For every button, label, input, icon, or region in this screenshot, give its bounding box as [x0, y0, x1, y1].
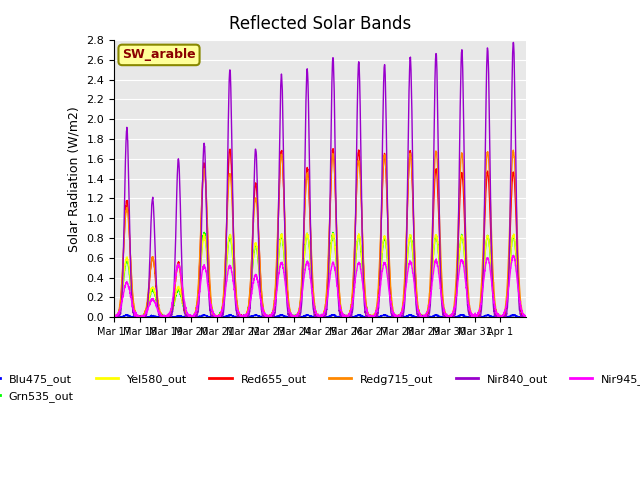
Nir840_out	[110, 314, 118, 320]
Grn535_out	[152, 293, 159, 299]
Grn535_out	[241, 314, 248, 320]
Line: Grn535_out: Grn535_out	[114, 232, 526, 317]
Nir840_out	[241, 314, 248, 320]
Yel580_out	[467, 310, 474, 316]
Nir945_out	[516, 303, 524, 309]
Yel580_out	[344, 312, 352, 318]
Redg715_out	[110, 313, 118, 319]
Grn535_out	[344, 313, 352, 319]
Yel580_out	[444, 314, 451, 320]
Grn535_out	[467, 310, 474, 316]
Nir945_out	[467, 308, 474, 313]
Redg715_out	[241, 314, 248, 320]
Line: Redg715_out: Redg715_out	[114, 150, 526, 317]
Red655_out	[344, 314, 351, 320]
Red655_out	[516, 302, 524, 308]
Red655_out	[467, 312, 474, 317]
Yel580_out	[303, 230, 310, 236]
Nir945_out	[344, 314, 351, 320]
Nir840_out	[110, 313, 118, 319]
Blu475_out	[227, 312, 235, 317]
Nir840_out	[467, 314, 474, 320]
Blu475_out	[467, 314, 474, 320]
Yel580_out	[516, 303, 524, 309]
Blu475_out	[110, 314, 118, 320]
Line: Blu475_out: Blu475_out	[114, 314, 526, 317]
Nir840_out	[516, 311, 524, 317]
Nir945_out	[444, 314, 451, 320]
Blu475_out	[241, 314, 248, 320]
Redg715_out	[111, 314, 118, 320]
Redg715_out	[516, 298, 524, 303]
Y-axis label: Solar Radiation (W/m2): Solar Radiation (W/m2)	[68, 106, 81, 252]
Redg715_out	[152, 272, 159, 277]
Nir840_out	[344, 314, 351, 320]
Red655_out	[522, 313, 530, 319]
Yel580_out	[522, 313, 530, 319]
Red655_out	[240, 314, 248, 320]
Nir945_out	[152, 300, 159, 305]
Nir840_out	[522, 313, 530, 319]
Blu475_out	[344, 314, 352, 320]
Line: Nir945_out: Nir945_out	[114, 255, 526, 317]
Grn535_out	[110, 312, 118, 318]
Line: Yel580_out: Yel580_out	[114, 233, 526, 317]
Nir945_out	[111, 314, 118, 320]
Grn535_out	[516, 304, 524, 310]
Red655_out	[151, 272, 159, 277]
Redg715_out	[522, 314, 530, 320]
Nir945_out	[522, 313, 530, 319]
Line: Nir840_out: Nir840_out	[114, 42, 526, 317]
Nir840_out	[152, 252, 159, 258]
Blu475_out	[522, 314, 530, 320]
Title: Reflected Solar Bands: Reflected Solar Bands	[229, 15, 411, 33]
Legend: Blu475_out, Grn535_out, Yel580_out, Red655_out, Redg715_out, Nir840_out, Nir945_: Blu475_out, Grn535_out, Yel580_out, Red6…	[0, 370, 640, 406]
Redg715_out	[509, 147, 517, 153]
Nir840_out	[509, 39, 517, 45]
Yel580_out	[110, 314, 118, 320]
Grn535_out	[134, 314, 142, 320]
Yel580_out	[110, 313, 118, 319]
Text: SW_arable: SW_arable	[122, 48, 196, 61]
Nir945_out	[509, 252, 517, 258]
Yel580_out	[152, 292, 159, 298]
Grn535_out	[522, 314, 530, 320]
Nir840_out	[444, 314, 451, 320]
Blu475_out	[152, 313, 159, 319]
Redg715_out	[344, 313, 351, 319]
Grn535_out	[444, 314, 451, 320]
Blu475_out	[516, 314, 524, 320]
Yel580_out	[241, 314, 248, 320]
Red655_out	[330, 146, 337, 152]
Red655_out	[110, 314, 118, 320]
Line: Red655_out: Red655_out	[114, 149, 526, 317]
Red655_out	[444, 313, 451, 319]
Grn535_out	[200, 229, 208, 235]
Redg715_out	[467, 308, 474, 313]
Blu475_out	[110, 314, 118, 320]
Nir945_out	[241, 312, 248, 318]
Redg715_out	[444, 314, 451, 320]
Nir945_out	[110, 312, 118, 318]
Blu475_out	[444, 314, 451, 320]
